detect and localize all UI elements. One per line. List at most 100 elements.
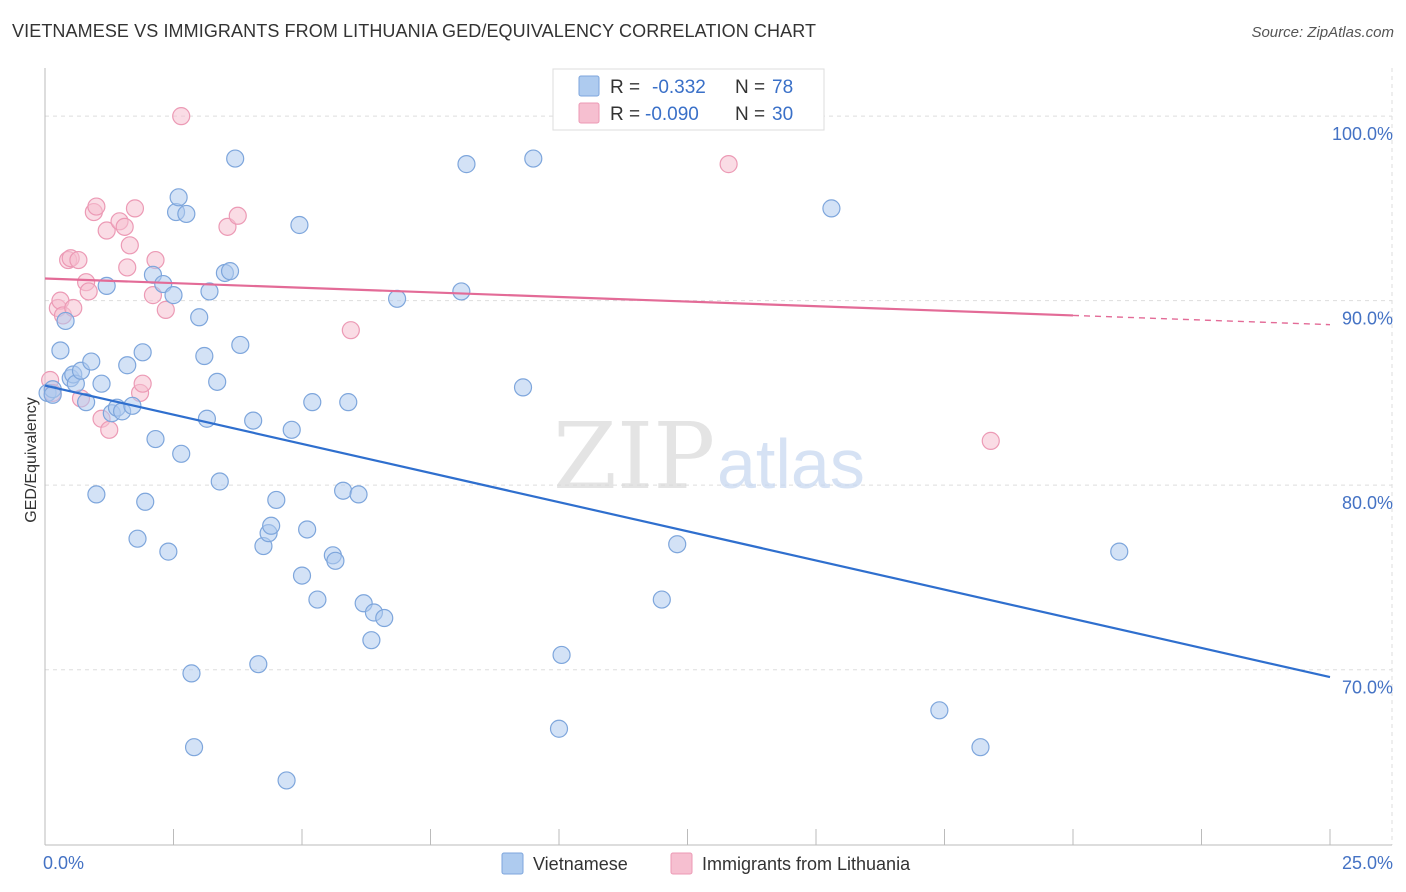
- lithuania-point: [87, 197, 106, 216]
- series-vietnamese-points: [38, 149, 1129, 790]
- legend-n-value: 78: [772, 77, 793, 98]
- bottom-legend-lithuania: Immigrants from Lithuania: [702, 854, 911, 874]
- vietnamese-point: [220, 262, 240, 281]
- correlation-legend: R = -0.332 N = 78 R = -0.090 N = 30: [552, 68, 825, 131]
- vietnamese-point: [290, 215, 309, 235]
- vietnamese-point: [177, 204, 196, 224]
- vietnamese-point: [226, 149, 245, 168]
- watermark: ZIP atlas: [553, 403, 865, 510]
- vietnamese-point: [136, 492, 155, 511]
- vietnamese-point: [513, 378, 533, 397]
- lithuania-point: [100, 420, 119, 439]
- axes: [44, 68, 1392, 846]
- vietnamese-point: [210, 472, 229, 491]
- lithuania-point: [341, 321, 360, 340]
- series-legend: Vietnamese Immigrants from Lithuania: [501, 852, 911, 875]
- vietnamese-point: [184, 738, 204, 757]
- legend-r-value: -0.090: [645, 104, 699, 125]
- y-axis-label: GED/Equivalency: [23, 397, 40, 522]
- legend-r-value: -0.332: [652, 77, 706, 98]
- vietnamese-point: [118, 356, 137, 375]
- lithuania-point: [133, 374, 152, 393]
- legend-r-label: R =: [610, 77, 640, 98]
- vietnamese-point: [200, 282, 219, 301]
- vietnamese-point: [549, 719, 569, 738]
- vietnamese-point: [971, 738, 990, 757]
- vietnamese-point: [282, 420, 301, 439]
- vietnamese-point: [652, 590, 671, 609]
- vietnamese-point: [452, 282, 471, 301]
- vietnamese-point: [277, 771, 296, 790]
- gridlines: [45, 68, 1393, 845]
- vietnamese-point: [231, 335, 250, 355]
- legend-swatch-lithuania: [578, 102, 600, 124]
- bottom-legend-swatch-vietnamese: [501, 852, 524, 875]
- vietnamese-point: [87, 485, 106, 504]
- vietnamese-point: [552, 645, 571, 665]
- x-tick-label: 25.0%: [1342, 853, 1393, 873]
- vietnamese-point: [375, 608, 394, 628]
- vietnamese-point: [159, 542, 178, 561]
- vietnamese-point: [349, 485, 368, 504]
- vietnamese-point: [668, 535, 687, 554]
- y-tick-labels: 70.0% 80.0% 90.0% 100.0%: [1332, 124, 1393, 698]
- lithuania-point: [125, 199, 145, 218]
- vietnamese-point: [82, 352, 101, 371]
- vietnamese-point: [128, 529, 147, 548]
- lithuania-point: [97, 221, 116, 240]
- lithuania-point: [981, 431, 1000, 450]
- watermark-zip: ZIP: [553, 403, 715, 510]
- x-tick-labels: 0.0% 25.0%: [43, 853, 1393, 873]
- vietnamese-point: [387, 289, 407, 308]
- x-tick-label: 0.0%: [43, 853, 84, 873]
- vietnamese-point: [303, 393, 322, 412]
- lithuania-point: [146, 250, 165, 270]
- legend-swatch-vietnamese: [578, 75, 600, 97]
- vietnamese-point: [146, 429, 165, 449]
- lithuania-point: [172, 107, 191, 126]
- vietnamese-point: [457, 155, 476, 174]
- trend-lines: [44, 277, 1331, 679]
- vietnamese-point: [92, 374, 111, 393]
- vietnamese-point: [298, 520, 317, 539]
- y-tick-label: 80.0%: [1342, 493, 1393, 513]
- legend-n-value: 30: [772, 104, 793, 125]
- legend-n-label: N =: [735, 104, 765, 125]
- vietnamese-point: [190, 308, 209, 327]
- vietnamese-point: [262, 516, 281, 535]
- watermark-atlas: atlas: [717, 425, 865, 503]
- lithuania-point: [79, 282, 98, 301]
- chart-source: Source: ZipAtlas.com: [1251, 24, 1394, 41]
- vietnamese-point: [334, 481, 353, 500]
- lithuania-point: [120, 236, 139, 255]
- vietnamese-point: [169, 188, 188, 207]
- lithuania-point: [228, 206, 247, 225]
- bottom-legend-swatch-lithuania: [670, 852, 693, 875]
- lithuania-point: [719, 155, 738, 174]
- vietnamese-point: [822, 199, 841, 218]
- lithuania-trend-line: [44, 277, 1074, 317]
- vietnamese-point: [77, 393, 96, 412]
- vietnamese-point: [524, 149, 543, 168]
- vietnamese-trend-line: [44, 384, 1331, 679]
- series-lithuania-points: [41, 107, 1000, 450]
- lithuania-point: [218, 217, 237, 236]
- vietnamese-point: [56, 311, 75, 331]
- lithuania-point: [143, 286, 163, 305]
- y-tick-label: 70.0%: [1342, 678, 1393, 698]
- vietnamese-point: [133, 343, 152, 362]
- vietnamese-point: [244, 411, 263, 430]
- y-tick-label: 90.0%: [1342, 309, 1393, 329]
- vietnamese-point: [267, 490, 286, 510]
- vietnamese-point: [339, 393, 358, 412]
- lithuania-point: [115, 217, 134, 236]
- vietnamese-point: [308, 590, 327, 609]
- legend-n-label: N =: [735, 77, 765, 98]
- vietnamese-point: [164, 286, 183, 305]
- vietnamese-point: [182, 664, 201, 683]
- vietnamese-point: [930, 701, 949, 720]
- vietnamese-point: [51, 341, 70, 360]
- lithuania-point: [156, 300, 175, 319]
- lithuania-point: [118, 258, 137, 277]
